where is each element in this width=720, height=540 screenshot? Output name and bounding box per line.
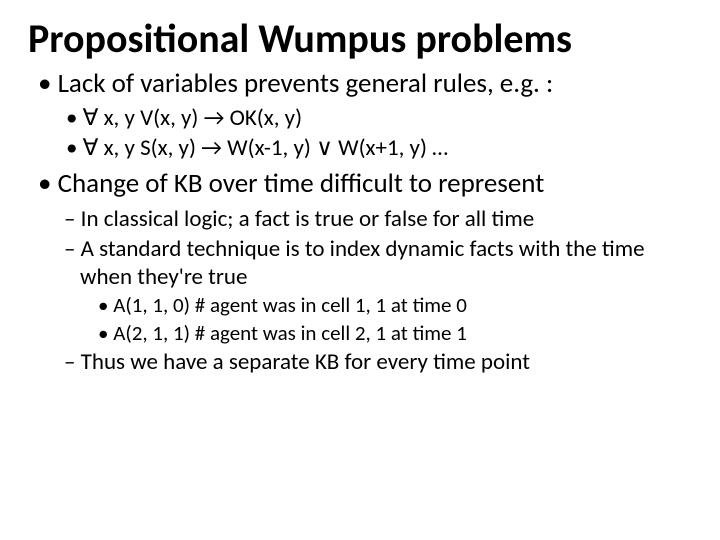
bullet-level3: A standard technique is to index dynamic…	[64, 235, 692, 291]
bullet-level3: Thus we have a separate KB for every tim…	[64, 348, 692, 376]
bullet-level1: Lack of variables prevents general rules…	[38, 68, 692, 100]
bullet-level4: A(1, 1, 0) # agent was in cell 1, 1 at t…	[98, 293, 692, 319]
bullet-level2: ∀ x, y S(x, y) → W(x-1, y) ∨ W(x+1, y) …	[66, 134, 692, 162]
bullet-level1: Change of KB over time difficult to repr…	[38, 168, 692, 200]
bullet-level3: In classical logic; a fact is true or fa…	[64, 205, 692, 233]
bullet-level4: A(2, 1, 1) # agent was in cell 2, 1 at t…	[98, 321, 692, 347]
slide: Propositional Wumpus problems Lack of va…	[0, 0, 720, 540]
slide-title: Propositional Wumpus problems	[28, 18, 692, 60]
bullet-level2: ∀ x, y V(x, y) → OK(x, y)	[66, 104, 692, 132]
